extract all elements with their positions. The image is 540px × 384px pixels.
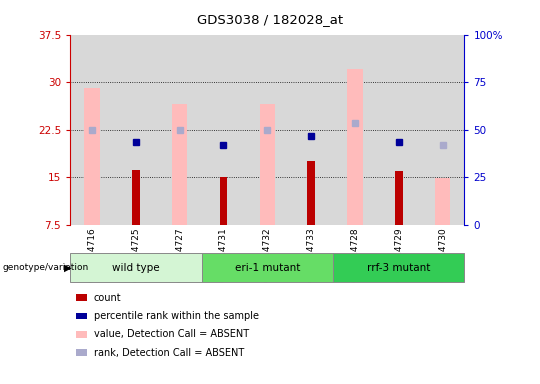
Bar	[70, 35, 114, 225]
Bar	[307, 161, 315, 225]
Bar	[289, 35, 333, 225]
Bar	[245, 35, 289, 225]
Bar	[132, 169, 140, 225]
Bar	[421, 35, 464, 225]
Bar	[201, 253, 333, 282]
Text: rank, Detection Call = ABSENT: rank, Detection Call = ABSENT	[94, 348, 244, 358]
Bar	[347, 70, 362, 225]
Text: GDS3038 / 182028_at: GDS3038 / 182028_at	[197, 13, 343, 26]
Bar	[114, 35, 158, 225]
Bar	[333, 35, 377, 225]
Bar	[377, 35, 421, 225]
Bar	[333, 253, 464, 282]
Bar	[220, 177, 227, 225]
Bar	[158, 35, 201, 225]
Bar	[172, 104, 187, 225]
Text: eri-1 mutant: eri-1 mutant	[234, 263, 300, 273]
Bar	[260, 104, 275, 225]
Text: count: count	[94, 293, 122, 303]
Bar	[70, 253, 201, 282]
Bar	[84, 88, 100, 225]
Bar	[435, 179, 450, 225]
Text: genotype/variation: genotype/variation	[3, 263, 89, 272]
Text: value, Detection Call = ABSENT: value, Detection Call = ABSENT	[94, 329, 249, 339]
Text: rrf-3 mutant: rrf-3 mutant	[367, 263, 430, 273]
Text: percentile rank within the sample: percentile rank within the sample	[94, 311, 259, 321]
Text: ▶: ▶	[64, 263, 71, 273]
Bar	[201, 35, 245, 225]
Bar	[395, 171, 403, 225]
Text: wild type: wild type	[112, 263, 160, 273]
